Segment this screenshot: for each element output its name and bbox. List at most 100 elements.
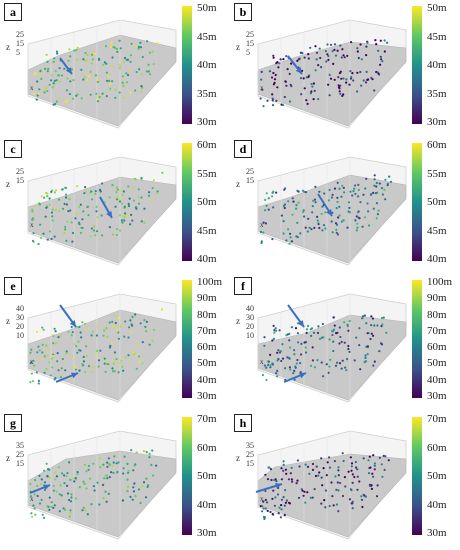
- survey-point: [341, 48, 344, 51]
- survey-point: [296, 459, 299, 462]
- survey-point: [299, 77, 303, 80]
- survey-point: [43, 88, 47, 91]
- survey-point: [113, 358, 116, 362]
- colorbar-ticks: 70m 60m 50m 40m 30m: [427, 411, 460, 541]
- survey-point: [364, 356, 367, 359]
- survey-point: [360, 84, 363, 87]
- survey-point: [310, 327, 314, 330]
- x-axis-label: x: [260, 84, 264, 92]
- survey-point: [362, 79, 365, 82]
- survey-point: [116, 188, 119, 191]
- survey-point: [83, 76, 86, 79]
- survey-point: [59, 484, 62, 487]
- survey-point: [288, 100, 292, 103]
- survey-point: [39, 223, 42, 226]
- survey-point: [156, 42, 159, 45]
- survey-point: [342, 459, 345, 463]
- survey-point: [51, 334, 54, 337]
- survey-point: [294, 327, 298, 330]
- survey-point: [331, 211, 334, 214]
- survey-point: [133, 353, 136, 356]
- survey-point: [102, 63, 105, 66]
- survey-point: [113, 46, 116, 49]
- survey-point: [81, 218, 84, 221]
- survey-point: [113, 370, 116, 373]
- survey-point: [144, 325, 147, 328]
- survey-point: [366, 41, 369, 44]
- survey-point: [107, 492, 110, 495]
- survey-point: [376, 213, 379, 216]
- survey-point: [82, 355, 85, 359]
- survey-point: [285, 499, 288, 502]
- survey-point: [340, 195, 343, 198]
- survey-point: [63, 67, 66, 70]
- survey-point: [54, 208, 57, 211]
- survey-point: [338, 342, 341, 345]
- survey-point: [87, 468, 90, 471]
- survey-point: [32, 359, 35, 362]
- survey-point: [351, 507, 354, 510]
- survey-point: [86, 79, 89, 82]
- survey-point: [328, 94, 331, 97]
- survey-point: [316, 219, 319, 222]
- survey-point: [336, 200, 339, 204]
- survey-point: [96, 230, 99, 233]
- survey-point: [155, 464, 158, 467]
- survey-point: [133, 482, 136, 485]
- survey-point: [91, 53, 94, 56]
- survey-point: [118, 200, 122, 203]
- survey-point: [287, 228, 290, 231]
- survey-point: [83, 192, 86, 195]
- survey-point: [111, 324, 114, 328]
- colorbar-tick-label: 70m: [427, 324, 447, 337]
- survey-point: [90, 503, 93, 506]
- survey-point: [361, 505, 364, 509]
- survey-point: [49, 374, 52, 377]
- survey-point: [114, 321, 117, 325]
- survey-point: [112, 461, 115, 464]
- survey-point: [271, 363, 274, 366]
- survey-point: [98, 188, 102, 191]
- survey-point: [146, 40, 149, 43]
- survey-point: [41, 326, 44, 329]
- survey-point: [361, 225, 364, 228]
- x-axis-label: x: [260, 495, 264, 503]
- survey-point: [78, 325, 81, 329]
- survey-point: [307, 57, 310, 60]
- survey-point: [340, 220, 343, 223]
- survey-point: [338, 326, 341, 329]
- survey-point: [336, 181, 339, 184]
- survey-point: [30, 515, 34, 518]
- survey-point: [78, 369, 81, 372]
- survey-point: [324, 211, 327, 214]
- colorbar-tick-label: 45m: [427, 224, 447, 237]
- survey-point: [122, 60, 125, 64]
- survey-point: [298, 465, 301, 468]
- survey-point: [95, 210, 98, 213]
- survey-point: [71, 240, 74, 243]
- survey-point: [277, 349, 280, 352]
- survey-point: [275, 480, 278, 483]
- z-tick: 15: [16, 459, 24, 468]
- survey-point: [306, 491, 309, 494]
- survey-point: [305, 99, 308, 102]
- colorbar: [182, 417, 192, 535]
- survey-point: [328, 365, 331, 368]
- survey-point: [106, 477, 109, 480]
- survey-point: [287, 478, 290, 481]
- survey-point: [346, 323, 349, 326]
- survey-point: [54, 376, 57, 380]
- survey-point: [337, 466, 340, 469]
- terrain-surface: [257, 174, 407, 264]
- survey-point: [43, 469, 46, 472]
- survey-point: [282, 463, 285, 466]
- survey-point: [81, 321, 84, 324]
- colorbar-tick-label: 60m: [197, 441, 217, 454]
- survey-point: [264, 198, 267, 201]
- survey-point: [160, 308, 163, 311]
- survey-point: [302, 209, 305, 212]
- survey-point: [280, 504, 283, 507]
- survey-point: [297, 201, 300, 204]
- survey-point: [297, 496, 301, 499]
- survey-point: [75, 48, 78, 52]
